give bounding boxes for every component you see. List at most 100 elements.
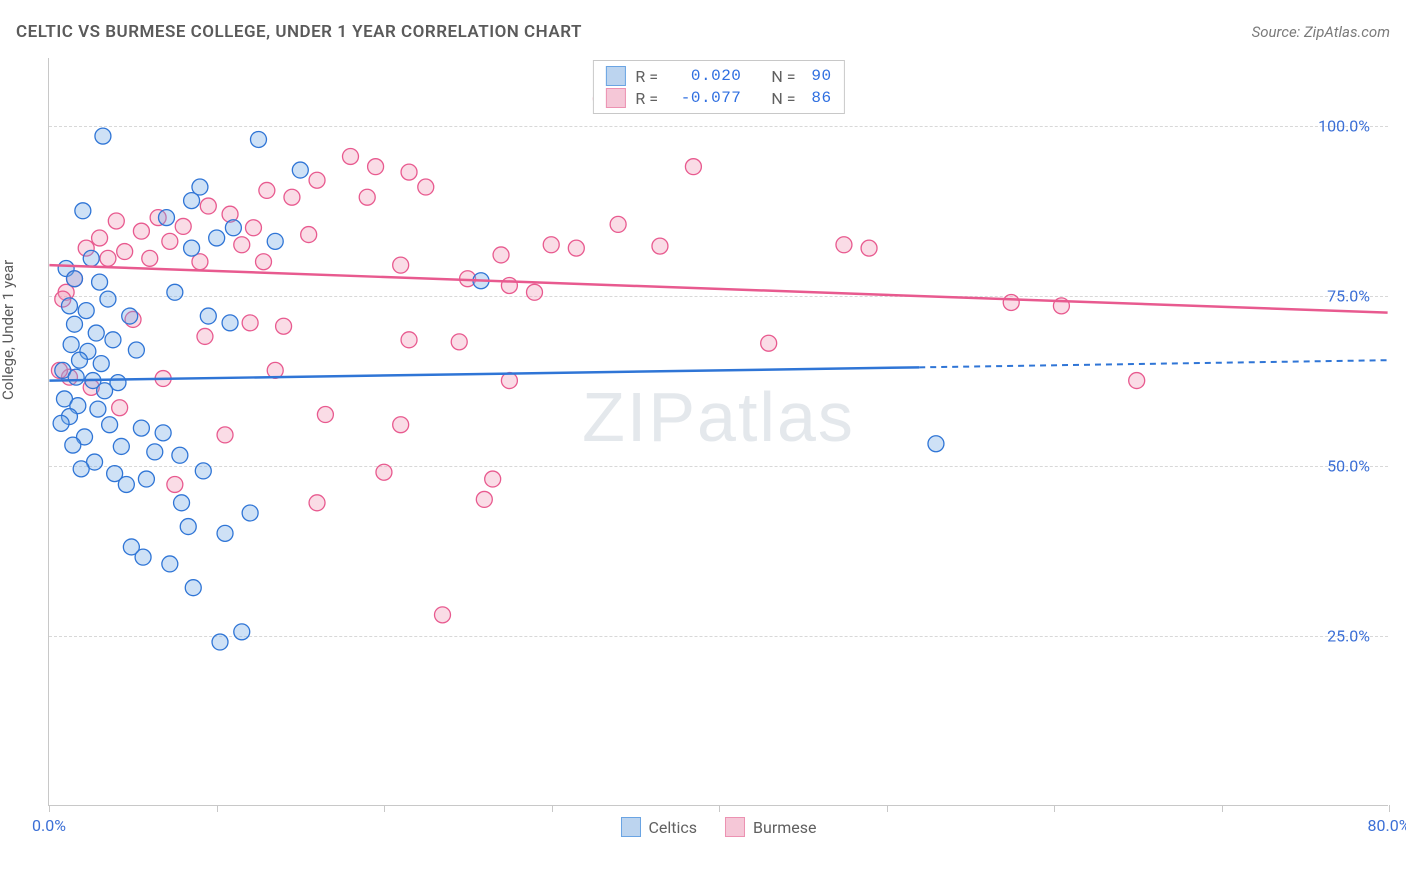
data-point <box>192 179 208 195</box>
data-point <box>55 291 71 307</box>
data-point <box>108 213 124 229</box>
data-point <box>222 206 238 222</box>
data-point <box>155 425 171 441</box>
data-point <box>1053 298 1069 314</box>
data-point <box>184 193 200 209</box>
stat-r-value: -0.077 <box>675 89 741 107</box>
x-tick <box>217 805 218 812</box>
x-tick <box>1222 805 1223 812</box>
data-point <box>66 271 82 287</box>
header: CELTIC VS BURMESE COLLEGE, UNDER 1 YEAR … <box>16 22 1390 42</box>
data-point <box>66 316 82 332</box>
data-point <box>652 238 668 254</box>
x-tick <box>384 805 385 812</box>
data-point <box>267 233 283 249</box>
data-point <box>158 210 174 226</box>
data-point <box>501 373 517 389</box>
data-point <box>167 284 183 300</box>
data-point <box>107 466 123 482</box>
data-point <box>65 437 81 453</box>
data-point <box>113 438 129 454</box>
data-point <box>685 159 701 175</box>
data-point <box>128 342 144 358</box>
data-point <box>245 220 261 236</box>
legend-item-celtics: Celtics <box>620 817 697 837</box>
data-point <box>527 284 543 300</box>
y-tick-label: 25.0% <box>1327 627 1370 646</box>
data-point <box>610 216 626 232</box>
data-point <box>251 132 267 148</box>
data-point <box>125 311 141 327</box>
data-point <box>105 332 121 348</box>
trend-line <box>49 265 1387 313</box>
data-point <box>83 379 99 395</box>
data-point <box>180 519 196 535</box>
data-point <box>242 505 258 521</box>
data-point <box>861 240 877 256</box>
data-point <box>301 227 317 243</box>
data-point <box>568 240 584 256</box>
x-tick-label: 0.0% <box>32 816 66 835</box>
y-tick-label: 100.0% <box>1318 117 1370 136</box>
data-point <box>90 401 106 417</box>
data-point <box>66 271 82 287</box>
data-point <box>401 164 417 180</box>
data-point <box>473 273 489 289</box>
data-point <box>138 471 154 487</box>
data-point <box>1129 373 1145 389</box>
data-point <box>284 189 300 205</box>
gridline <box>49 296 1388 297</box>
data-point <box>61 298 77 314</box>
gridline <box>49 126 1388 127</box>
data-point <box>184 240 200 256</box>
data-point <box>72 352 88 368</box>
data-point <box>185 580 201 596</box>
legend-swatch-celtics <box>620 817 640 837</box>
watermark: ZIPatlas <box>582 377 855 457</box>
chart-title: CELTIC VS BURMESE COLLEGE, UNDER 1 YEAR … <box>16 22 582 42</box>
legend-label: Celtics <box>648 818 697 837</box>
data-point <box>133 420 149 436</box>
data-point <box>174 495 190 511</box>
x-tick <box>1054 805 1055 812</box>
x-tick <box>49 805 50 812</box>
x-tick-label: 80.0% <box>1368 816 1406 835</box>
data-point <box>234 624 250 640</box>
stat-n-label: N = <box>771 89 801 108</box>
stat-n-value: 90 <box>811 67 831 85</box>
gridline <box>49 636 1388 637</box>
data-point <box>85 373 101 389</box>
data-point <box>95 128 111 144</box>
data-point <box>276 318 292 334</box>
gridline <box>49 466 1388 467</box>
data-point <box>343 148 359 164</box>
data-point <box>476 491 492 507</box>
y-tick-label: 75.0% <box>1327 287 1370 306</box>
legend-swatch-burmese <box>725 817 745 837</box>
data-point <box>92 230 108 246</box>
data-point <box>200 308 216 324</box>
trend-line <box>919 360 1387 367</box>
data-point <box>77 429 93 445</box>
data-point <box>63 337 79 353</box>
data-point <box>80 343 96 359</box>
data-point <box>222 315 238 331</box>
data-point <box>493 247 509 263</box>
source-attribution: Source: ZipAtlas.com <box>1252 23 1390 41</box>
chart-svg <box>49 58 1388 805</box>
data-point <box>175 218 191 234</box>
data-point <box>55 362 71 378</box>
watermark-bold: ZIP <box>582 378 697 456</box>
data-point <box>78 303 94 319</box>
stat-r-label: R = <box>635 67 665 86</box>
data-point <box>150 210 166 226</box>
stat-n-label: N = <box>771 67 801 86</box>
data-point <box>88 325 104 341</box>
data-point <box>217 427 233 443</box>
data-point <box>485 471 501 487</box>
data-point <box>117 244 133 260</box>
x-tick <box>552 805 553 812</box>
data-point <box>155 371 171 387</box>
legend-stats-row: R = 0.020 N = 90 <box>605 65 831 87</box>
data-point <box>928 436 944 452</box>
